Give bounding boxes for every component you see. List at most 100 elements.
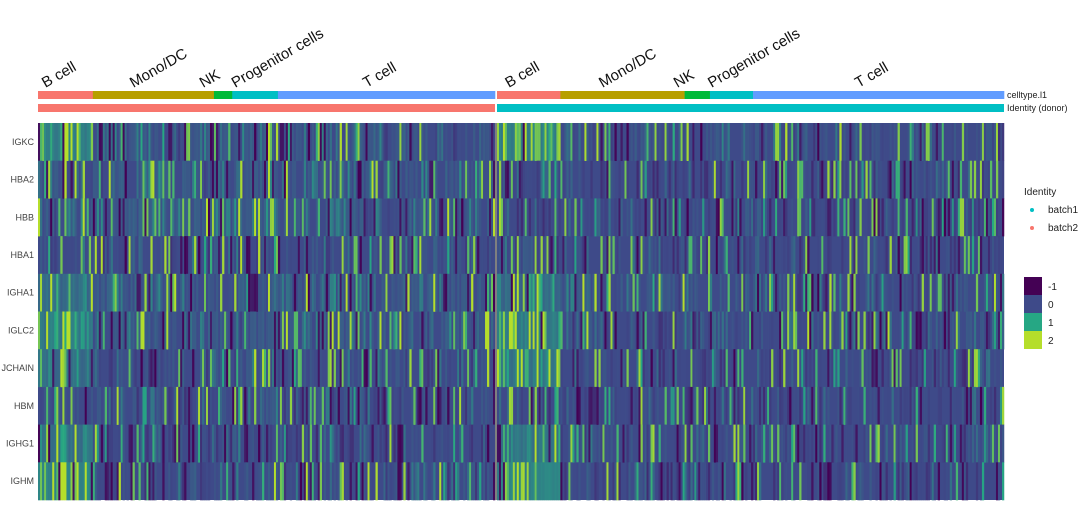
heatmap-cell [44,462,47,501]
heatmap-cell [96,198,100,237]
heatmap-cell [339,349,342,388]
heatmap-cell [343,273,346,312]
heatmap-cell [297,198,301,237]
heatmap-cell [753,424,756,463]
heatmap-cell [604,424,607,463]
heatmap-cell [359,424,362,463]
heatmap-cell [686,349,689,388]
heatmap-cell [84,424,87,463]
heatmap-cell [851,349,854,388]
heatmap-cell [737,349,740,388]
heatmap-cell [238,424,241,463]
heatmap-cell [859,349,862,388]
heatmap-cell [869,273,872,312]
heatmap-cell [289,273,293,312]
heatmap-cell [349,198,352,237]
heatmap-cell [184,123,187,161]
heatmap-cell [560,349,563,388]
heatmap-cell [403,198,406,237]
heatmap-cell [951,311,955,350]
heatmap-cell [700,386,703,425]
heatmap-cell [435,198,438,237]
heatmap-cell [186,123,189,161]
heatmap-cell [192,123,195,161]
heatmap-cell [636,462,639,501]
heatmap-cell [399,424,402,463]
heatmap-cell [213,349,217,388]
heatmap-cell [279,386,283,425]
heatmap-cell [711,311,715,350]
heatmap-cell [604,311,607,350]
heatmap-cell [102,236,106,275]
heatmap-cell [291,123,295,161]
heatmap-cell [138,273,141,312]
heatmap-cell [164,160,167,199]
heatmap-cell [72,349,75,388]
heatmap-cell [562,386,565,425]
heatmap-cell [512,273,516,312]
heatmap-cell [323,424,326,463]
heatmap-cell [787,236,790,275]
heatmap-cell [267,349,271,388]
heatmap-cell [588,273,591,312]
heatmap-cell [873,160,876,199]
heatmap-cell [479,198,482,237]
heatmap-cell [469,462,472,501]
heatmap-cell [106,273,109,312]
heatmap-cell [809,349,812,388]
heatmap-cell [471,462,474,501]
heatmap-cell [632,273,635,312]
heatmap-cell [269,123,273,161]
heatmap-cell [560,273,563,312]
heatmap-cell [246,236,249,275]
heatmap-cell [813,386,816,425]
heatmap-cell [349,273,352,312]
heatmap-cell [439,462,442,501]
heatmap-cell [395,123,398,161]
heatmap-cell [552,462,555,501]
heatmap-cell [88,273,92,312]
heatmap-cell [80,198,83,237]
heatmap-cell [919,273,922,312]
heatmap-cell [209,273,213,312]
heatmap-cell [698,462,701,501]
heatmap-cell [831,160,834,199]
heatmap-cell [305,311,309,350]
heatmap-cell [512,123,516,161]
heatmap-cell [803,236,806,275]
heatmap-cell [500,462,504,501]
heatmap-cell [749,311,752,350]
heatmap-cell [258,311,261,350]
heatmap-cell [965,236,969,275]
heatmap-cell [339,424,342,463]
heatmap-cell [218,160,221,199]
heatmap-cell [640,349,643,388]
heatmap-cell [981,311,985,350]
heatmap-cell [905,236,908,275]
heatmap-cell [198,424,201,463]
heatmap-cell [761,386,764,425]
heatmap-cell [845,311,848,350]
heatmap-cell [108,273,111,312]
heatmap-cell [943,198,947,237]
heatmap-cell [341,386,344,425]
heatmap-cell [471,160,474,199]
heatmap-cell [423,236,426,275]
heatmap-cell [283,424,287,463]
heatmap-cell [54,123,57,161]
heatmap-cell [747,160,750,199]
heatmap-cell [809,198,812,237]
heatmap-cell [220,273,223,312]
heatmap-cell [427,349,430,388]
heatmap-cell [735,386,738,425]
heatmap-cell [273,349,277,388]
heatmap-cell [751,462,754,501]
heatmap-cell [42,424,45,463]
heatmap-cell [379,349,382,388]
heatmap-cell [997,311,1001,350]
gene-label-hba2: HBA2 [10,175,34,185]
heatmap-cell [819,236,822,275]
heatmap-cell [977,160,981,199]
heatmap-cell [917,160,920,199]
heatmap-cell [608,273,611,312]
